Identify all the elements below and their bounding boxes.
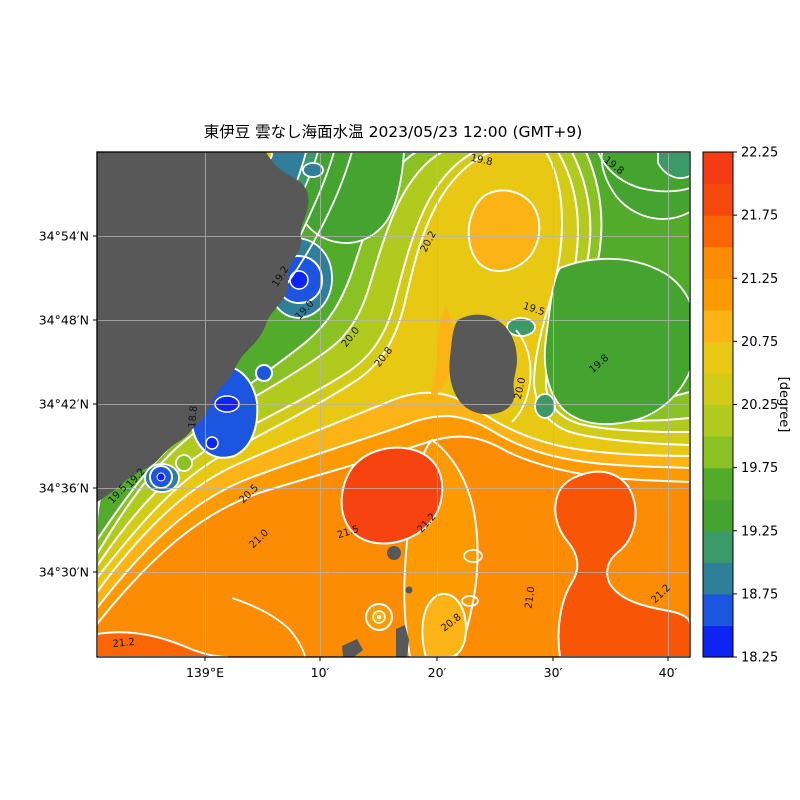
x-tick-label: 139°E: [186, 665, 224, 680]
colorbar-segment: [703, 152, 733, 185]
shikine-islet: [342, 639, 363, 657]
x-tick-label: 20′: [428, 665, 447, 680]
colorbar-segment: [703, 372, 733, 406]
axes: 139°E 10′ 20′ 30′ 40′ 34°54′N 34°48′N 34°42′N 34…: [39, 229, 678, 681]
y-tick-label: 34°42′N: [39, 397, 89, 412]
x-tick-label: 40′: [659, 665, 678, 680]
contour-ring-2: [461, 595, 479, 607]
colorbar-segment: [703, 593, 733, 627]
y-tick-label: 34°36′N: [39, 481, 89, 496]
blue-core-south-inner: [156, 472, 166, 482]
blue-core-mid-inner2: [205, 436, 219, 450]
cold-spot-pinch: [534, 393, 556, 419]
red-blob-center: [340, 446, 444, 545]
colorbar-segment: [703, 183, 733, 216]
coast-jag: [134, 427, 180, 459]
colorbar-unit-label: [degree]: [776, 377, 791, 433]
red-blob-southeast: [554, 470, 690, 657]
eddy-ring-coast: [175, 454, 193, 472]
colorbar-segment: [703, 499, 733, 532]
y-tick-label: 34°48′N: [39, 313, 89, 328]
colorbar-tick-label: 18.75: [741, 587, 778, 602]
x-tick-label: 10′: [311, 665, 330, 680]
colorbar-segment: [703, 467, 733, 500]
contour-ring-1: [463, 549, 483, 563]
land-masses: [97, 152, 517, 657]
colorbar-tick-label: 19.75: [741, 461, 778, 476]
contour-label: 19.8: [469, 153, 493, 168]
contour-line-island-east: [511, 329, 532, 423]
contour-label: 18.8: [187, 405, 200, 428]
contour-label: 21.2: [112, 637, 135, 650]
sst-field: [97, 152, 690, 657]
south-features: [97, 438, 690, 657]
toshima-islet: [387, 546, 401, 560]
y-tick-label: 34°30′N: [39, 565, 89, 580]
izu-peninsula: [97, 152, 309, 502]
colorbar-segment: [703, 625, 733, 658]
x-tick-label: 30′: [544, 665, 563, 680]
colorbar-tick-label: 20.75: [741, 335, 778, 350]
cold-cores: [149, 254, 324, 489]
teal-ellipse-top: [302, 162, 324, 178]
colorbar-tick-label: 21.25: [741, 272, 778, 287]
colorbar-segment: [703, 309, 733, 342]
y-tick-label: 34°54′N: [39, 229, 89, 244]
grid-lines: [97, 152, 690, 657]
contour-line-south-dip: [231, 597, 306, 657]
colorbar: 22.25 21.75 21.25 20.75 20.25 19.75 19.25 18.75…: [702, 146, 791, 666]
blue-core-north-inner: [289, 270, 309, 290]
colorbar-tick-label: 21.75: [741, 209, 778, 224]
green-eddy-east: [543, 257, 690, 426]
green-patches: [293, 152, 690, 426]
colorbar-tick-label: 18.25: [741, 651, 778, 666]
niijima-islet: [396, 625, 409, 657]
colorbar-segment: [703, 562, 733, 595]
colorbar-segment: [703, 404, 733, 437]
cool-pocket-inner: [421, 592, 468, 657]
colorbar-segment: [703, 530, 733, 563]
colorbar-segment: [703, 341, 733, 374]
colorbar-tick-label: 19.25: [741, 524, 778, 539]
izu-oshima-island: [449, 314, 517, 415]
udone-islet: [405, 586, 413, 594]
island-west-warm-sliver: [430, 306, 454, 398]
colorbar-segment: [703, 215, 733, 248]
eddy-ring-south-dot: [377, 615, 381, 619]
contour-label: 20.0: [513, 376, 528, 400]
warm-tongue-core: [467, 189, 541, 272]
colorbar-segment: [703, 278, 733, 311]
colorbar-tick-label: 20.25: [741, 398, 778, 413]
contour-line-ne: [597, 152, 690, 193]
colorbar-segment: [703, 246, 733, 279]
figure-title: 東伊豆 雲なし海面水温 2023/05/23 12:00 (GMT+9): [204, 123, 583, 141]
colorbar-tick-label: 22.25: [741, 146, 778, 161]
blue-dot-small: [255, 364, 273, 382]
colorbar-segment: [703, 436, 733, 469]
contour-label: 21.0: [524, 586, 538, 610]
